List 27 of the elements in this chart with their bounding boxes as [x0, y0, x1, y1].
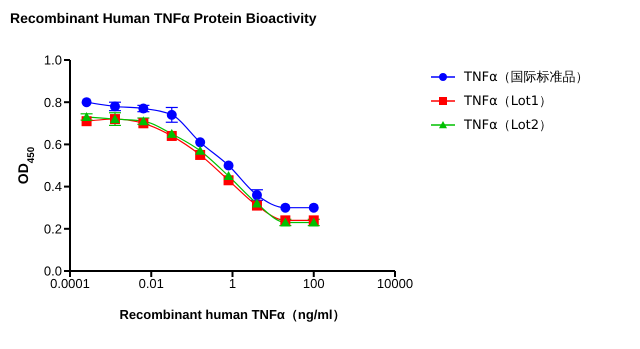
- legend-label: TNFα（Lot2）: [464, 117, 552, 134]
- point: [280, 202, 290, 213]
- legend-label: TNFα（国际标准品）: [464, 69, 589, 86]
- y-tick-label: 0.6: [44, 137, 62, 152]
- y-tick-label: 0.2: [44, 221, 62, 236]
- y-tick-label: 1.0: [44, 52, 62, 68]
- point: [224, 171, 234, 180]
- y-tick-label: 0.8: [44, 94, 62, 110]
- x-tick-label: 0.01: [138, 276, 164, 292]
- point: [308, 202, 319, 213]
- point: [252, 198, 262, 208]
- x-tick-label: 100: [302, 276, 325, 292]
- x-tick-label: 0.0001: [50, 276, 90, 292]
- point: [166, 110, 177, 120]
- point: [224, 160, 234, 170]
- point: [82, 112, 92, 121]
- x-tick-label: 1: [228, 276, 236, 292]
- point: [195, 146, 206, 155]
- point: [166, 128, 177, 138]
- point: [195, 137, 206, 148]
- chart-title: Recombinant Human TNFα Protein Bioactivity: [10, 10, 317, 26]
- y-tick-label: 0.4: [44, 179, 62, 194]
- x-tick-label: 10000: [376, 276, 414, 292]
- legend-label: TNFα（Lot1）: [464, 93, 552, 110]
- x-axis-title: Recombinant human TNFα（ng/ml）: [119, 307, 346, 322]
- point: [82, 97, 92, 108]
- y-tick-label: 0.0: [44, 264, 62, 279]
